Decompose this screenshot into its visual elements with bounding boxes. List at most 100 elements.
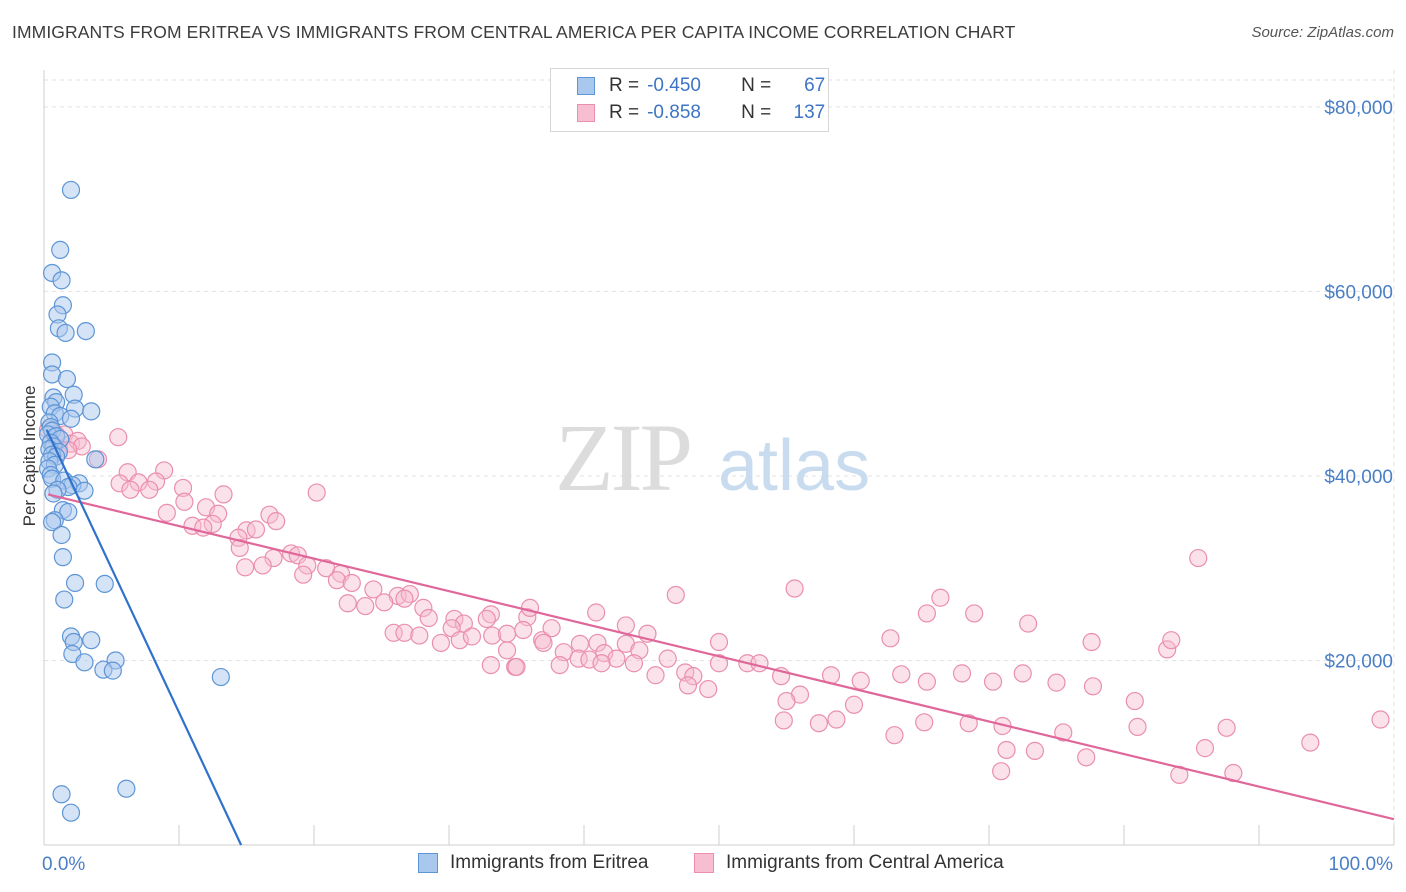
point-eritrea <box>56 323 75 343</box>
point-central-america <box>414 598 433 617</box>
point-central-america <box>1195 739 1215 758</box>
point-central-america <box>959 714 978 733</box>
point-central-america <box>477 609 496 629</box>
point-eritrea <box>61 803 81 822</box>
point-eritrea <box>44 484 63 503</box>
watermark: ZIP atlas <box>555 404 870 511</box>
point-central-america <box>785 579 804 598</box>
point-central-america <box>1125 691 1144 711</box>
trend-lines <box>45 429 1395 846</box>
y-axis-title: Per Capita Income <box>20 386 39 527</box>
point-central-america <box>1371 710 1390 729</box>
point-central-america <box>110 474 129 493</box>
legend-row-central-america: R = -0.858 N = 137 <box>551 100 825 126</box>
point-central-america <box>431 633 450 653</box>
point-central-america <box>203 514 222 534</box>
point-central-america <box>892 665 911 684</box>
point-eritrea <box>82 631 101 650</box>
point-central-america <box>520 598 540 617</box>
point-central-america <box>267 512 286 531</box>
series-eritrea-points <box>38 180 230 822</box>
x-tick-label: 100.0% <box>1329 854 1394 875</box>
legend-n-value: 137 <box>793 102 826 123</box>
point-central-america <box>395 589 414 608</box>
x-tick-labels: 0.0% 100.0% <box>42 854 1393 875</box>
point-eritrea <box>211 667 230 687</box>
point-eritrea <box>61 409 81 428</box>
point-eritrea <box>51 240 70 260</box>
point-central-america <box>750 654 769 673</box>
y-tick-label: $80,000 <box>1324 98 1393 119</box>
point-central-america <box>774 711 793 730</box>
point-central-america <box>1013 664 1032 683</box>
watermark-atlas: atlas <box>718 426 870 506</box>
point-eritrea <box>65 573 85 593</box>
point-central-america <box>294 565 313 584</box>
point-central-america <box>1025 741 1045 760</box>
stats-legend: R = -0.450 N = 67 R = -0.858 N = 137 <box>550 68 829 132</box>
legend-swatch-eritrea <box>577 77 595 95</box>
point-central-america <box>1082 632 1101 652</box>
point-central-america <box>931 588 950 607</box>
point-eritrea <box>61 180 81 200</box>
point-central-america <box>514 620 533 640</box>
legend-n-value: 67 <box>804 75 826 96</box>
point-eritrea <box>86 450 105 469</box>
point-central-america <box>209 504 228 523</box>
point-central-america <box>157 503 176 522</box>
legend-n-label: N = <box>741 75 772 96</box>
point-central-america <box>507 657 526 677</box>
point-central-america <box>121 480 140 499</box>
point-central-america <box>534 633 553 653</box>
legend-r-label: R = <box>609 102 640 123</box>
point-central-america <box>587 603 606 622</box>
point-central-america <box>260 505 279 524</box>
bottom-legend-eritrea: Immigrants from Eritrea <box>418 852 648 874</box>
series-central-america-points <box>38 420 1390 784</box>
point-central-america <box>965 604 984 623</box>
bottom-legend-label-central-america: Immigrants from Central America <box>726 852 1004 873</box>
point-central-america <box>952 664 972 683</box>
point-central-america <box>246 520 266 539</box>
point-central-america <box>699 679 718 699</box>
point-eritrea <box>57 369 77 389</box>
point-central-america <box>1301 733 1320 752</box>
point-central-america <box>851 671 870 690</box>
point-central-america <box>364 580 383 599</box>
point-central-america <box>338 594 357 613</box>
point-central-america <box>1189 548 1208 568</box>
point-central-america <box>1019 614 1038 633</box>
point-eritrea <box>42 512 62 532</box>
point-eritrea <box>59 502 78 522</box>
legend-swatch-central-america <box>577 104 595 122</box>
source-credit: Source: ZipAtlas.com <box>1251 24 1394 41</box>
point-central-america <box>592 654 611 673</box>
point-central-america <box>777 691 796 711</box>
legend-r-value: -0.858 <box>647 102 701 123</box>
legend-r-label: R = <box>609 75 640 96</box>
point-central-america <box>175 492 194 511</box>
point-central-america <box>356 596 375 616</box>
point-central-america <box>173 478 193 498</box>
point-central-america <box>395 623 414 642</box>
point-central-america <box>307 483 326 502</box>
point-central-america <box>327 571 347 590</box>
watermark-zip: ZIP <box>555 404 690 511</box>
bottom-legend-label-eritrea: Immigrants from Eritrea <box>450 852 649 873</box>
point-eritrea <box>103 661 122 680</box>
legend-row-eritrea: R = -0.450 N = 67 <box>551 73 825 99</box>
bottom-legend-central-america: Immigrants from Central America <box>694 852 1004 874</box>
point-central-america <box>550 655 569 675</box>
point-central-america <box>497 641 517 660</box>
point-central-america <box>462 627 482 646</box>
point-central-america <box>72 437 91 456</box>
point-central-america <box>827 710 846 729</box>
point-central-america <box>419 608 438 628</box>
point-central-america <box>1158 640 1177 659</box>
point-central-america <box>253 556 272 575</box>
point-central-america <box>542 619 561 638</box>
point-central-america <box>1047 673 1066 692</box>
point-eritrea <box>55 590 74 609</box>
chart-title: IMMIGRANTS FROM ERITREA VS IMMIGRANTS FR… <box>12 22 1016 42</box>
